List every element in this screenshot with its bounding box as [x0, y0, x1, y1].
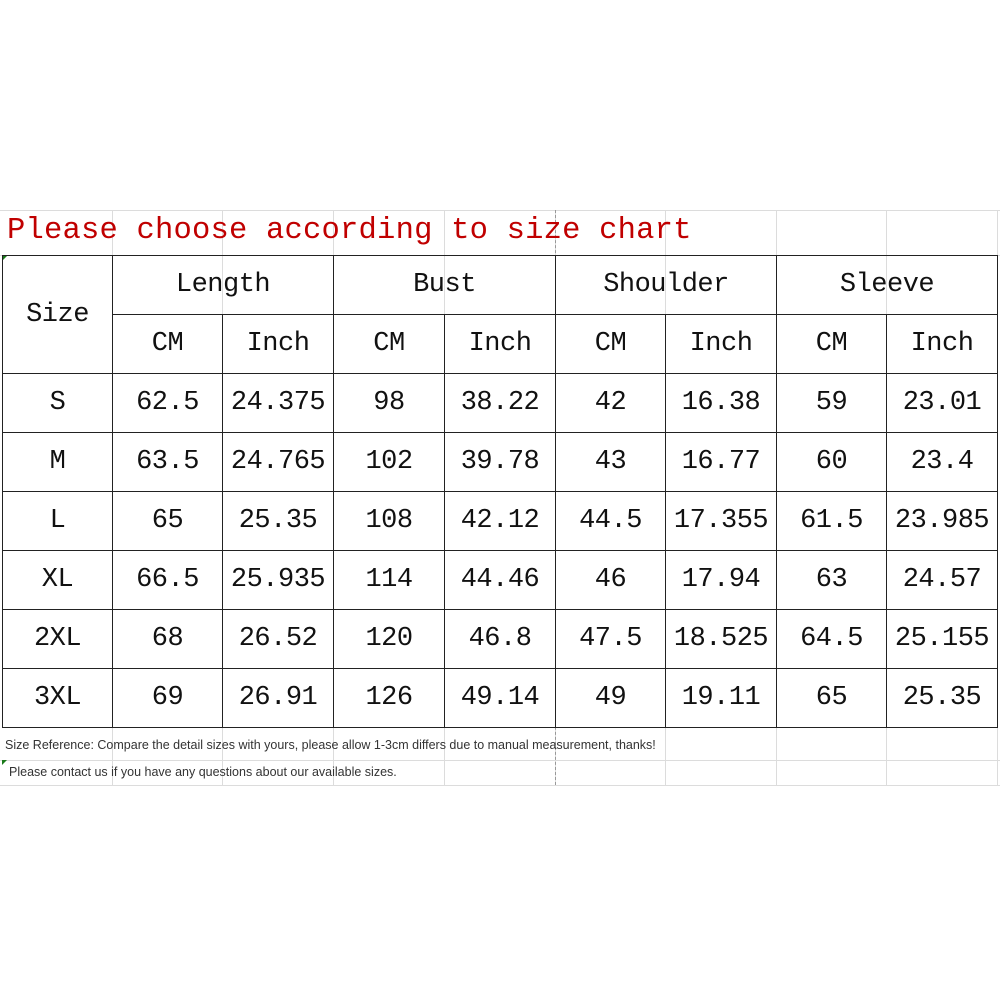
unit-header-cm: CM [333, 314, 445, 374]
measurement-cell: 63.5 [112, 432, 223, 492]
measurement-cell: 66.5 [112, 550, 223, 610]
measurement-cell: 23.985 [886, 491, 998, 551]
gridline [0, 760, 1000, 761]
measurement-cell: 44.46 [444, 550, 556, 610]
measurement-cell: 42 [555, 373, 666, 433]
table-row: L 65 25.35 108 42.12 44.5 17.355 61.5 23.985 [2, 491, 998, 551]
size-label-cell: XL [2, 550, 113, 610]
group-header-shoulder: Shoulder [555, 255, 777, 315]
measurement-cell: 69 [112, 668, 223, 728]
unit-header-inch: Inch [444, 314, 556, 374]
measurement-cell: 25.935 [222, 550, 334, 610]
table-row: 2XL 68 26.52 120 46.8 47.5 18.525 64.5 25.155 [2, 609, 998, 669]
measurement-cell: 24.57 [886, 550, 998, 610]
table-row: M 63.5 24.765 102 39.78 43 16.77 60 23.4 [2, 432, 998, 492]
cell-comment-marker [2, 760, 7, 765]
measurement-cell: 26.91 [222, 668, 334, 728]
measurement-cell: 126 [333, 668, 445, 728]
measurement-cell: 63 [776, 550, 887, 610]
measurement-cell: 108 [333, 491, 445, 551]
size-label-cell: S [2, 373, 113, 433]
size-chart-table: Size Length Bust Shoulder Sleeve CM Inch C… [2, 255, 998, 728]
measurement-cell: 24.375 [222, 373, 334, 433]
measurement-cell: 98 [333, 373, 445, 433]
header-row-groups: Size Length Bust Shoulder Sleeve [2, 255, 998, 374]
measurement-cell: 25.35 [222, 491, 334, 551]
measurement-cell: 49 [555, 668, 666, 728]
measurement-cell: 46 [555, 550, 666, 610]
table-row: 3XL 69 26.91 126 49.14 49 19.11 65 25.35 [2, 668, 998, 728]
measurement-cell: 23.01 [886, 373, 998, 433]
header-row-units: CM Inch CM Inch CM Inch CM Inch [3, 314, 998, 374]
measurement-cell: 59 [776, 373, 887, 433]
size-reference-note: Size Reference: Compare the detail sizes… [5, 738, 656, 752]
measurement-cell: 19.11 [665, 668, 777, 728]
measurement-cell: 65 [776, 668, 887, 728]
measurement-cell: 16.38 [665, 373, 777, 433]
size-label-cell: 3XL [2, 668, 113, 728]
measurement-cell: 42.12 [444, 491, 556, 551]
measurement-cell: 25.155 [886, 609, 998, 669]
unit-header-cm: CM [555, 314, 666, 374]
measurement-cell: 60 [776, 432, 887, 492]
unit-header-inch: Inch [886, 314, 998, 374]
measurement-cell: 46.8 [444, 609, 556, 669]
gridline [0, 785, 1000, 786]
group-header-sleeve: Sleeve [776, 255, 998, 315]
measurement-cell: 61.5 [776, 491, 887, 551]
table-row: S 62.5 24.375 98 38.22 42 16.38 59 23.01 [2, 373, 998, 433]
measurement-cell: 24.765 [222, 432, 334, 492]
unit-header-inch: Inch [222, 314, 334, 374]
group-header-bust: Bust [333, 255, 556, 315]
gridline [0, 210, 1000, 211]
gridline [997, 210, 998, 785]
measurement-cell: 26.52 [222, 609, 334, 669]
measurement-cell: 120 [333, 609, 445, 669]
measurement-cell: 62.5 [112, 373, 223, 433]
measurement-cell: 17.94 [665, 550, 777, 610]
page-title: Please choose according to size chart [7, 214, 692, 248]
group-header-length: Length [112, 255, 334, 315]
size-label-cell: L [2, 491, 113, 551]
unit-header-cm: CM [112, 314, 223, 374]
size-label-cell: M [2, 432, 113, 492]
measurement-cell: 16.77 [665, 432, 777, 492]
measurement-cell: 39.78 [444, 432, 556, 492]
measurement-cell: 114 [333, 550, 445, 610]
measurement-cell: 38.22 [444, 373, 556, 433]
measurement-cell: 49.14 [444, 668, 556, 728]
size-label-cell: 2XL [2, 609, 113, 669]
measurement-cell: 68 [112, 609, 223, 669]
measurement-cell: 25.35 [886, 668, 998, 728]
measurement-cell: 64.5 [776, 609, 887, 669]
size-header: Size [2, 255, 113, 374]
measurement-cell: 17.355 [665, 491, 777, 551]
measurement-cell: 23.4 [886, 432, 998, 492]
measurement-cell: 47.5 [555, 609, 666, 669]
unit-header-inch: Inch [665, 314, 777, 374]
measurement-cell: 43 [555, 432, 666, 492]
measurement-cell: 18.525 [665, 609, 777, 669]
table-row: XL 66.5 25.935 114 44.46 46 17.94 63 24.57 [2, 550, 998, 610]
measurement-cell: 44.5 [555, 491, 666, 551]
unit-header-cm: CM [776, 314, 887, 374]
measurement-cell: 65 [112, 491, 223, 551]
measurement-cell: 102 [333, 432, 445, 492]
contact-note: Please contact us if you have any questi… [9, 765, 397, 779]
